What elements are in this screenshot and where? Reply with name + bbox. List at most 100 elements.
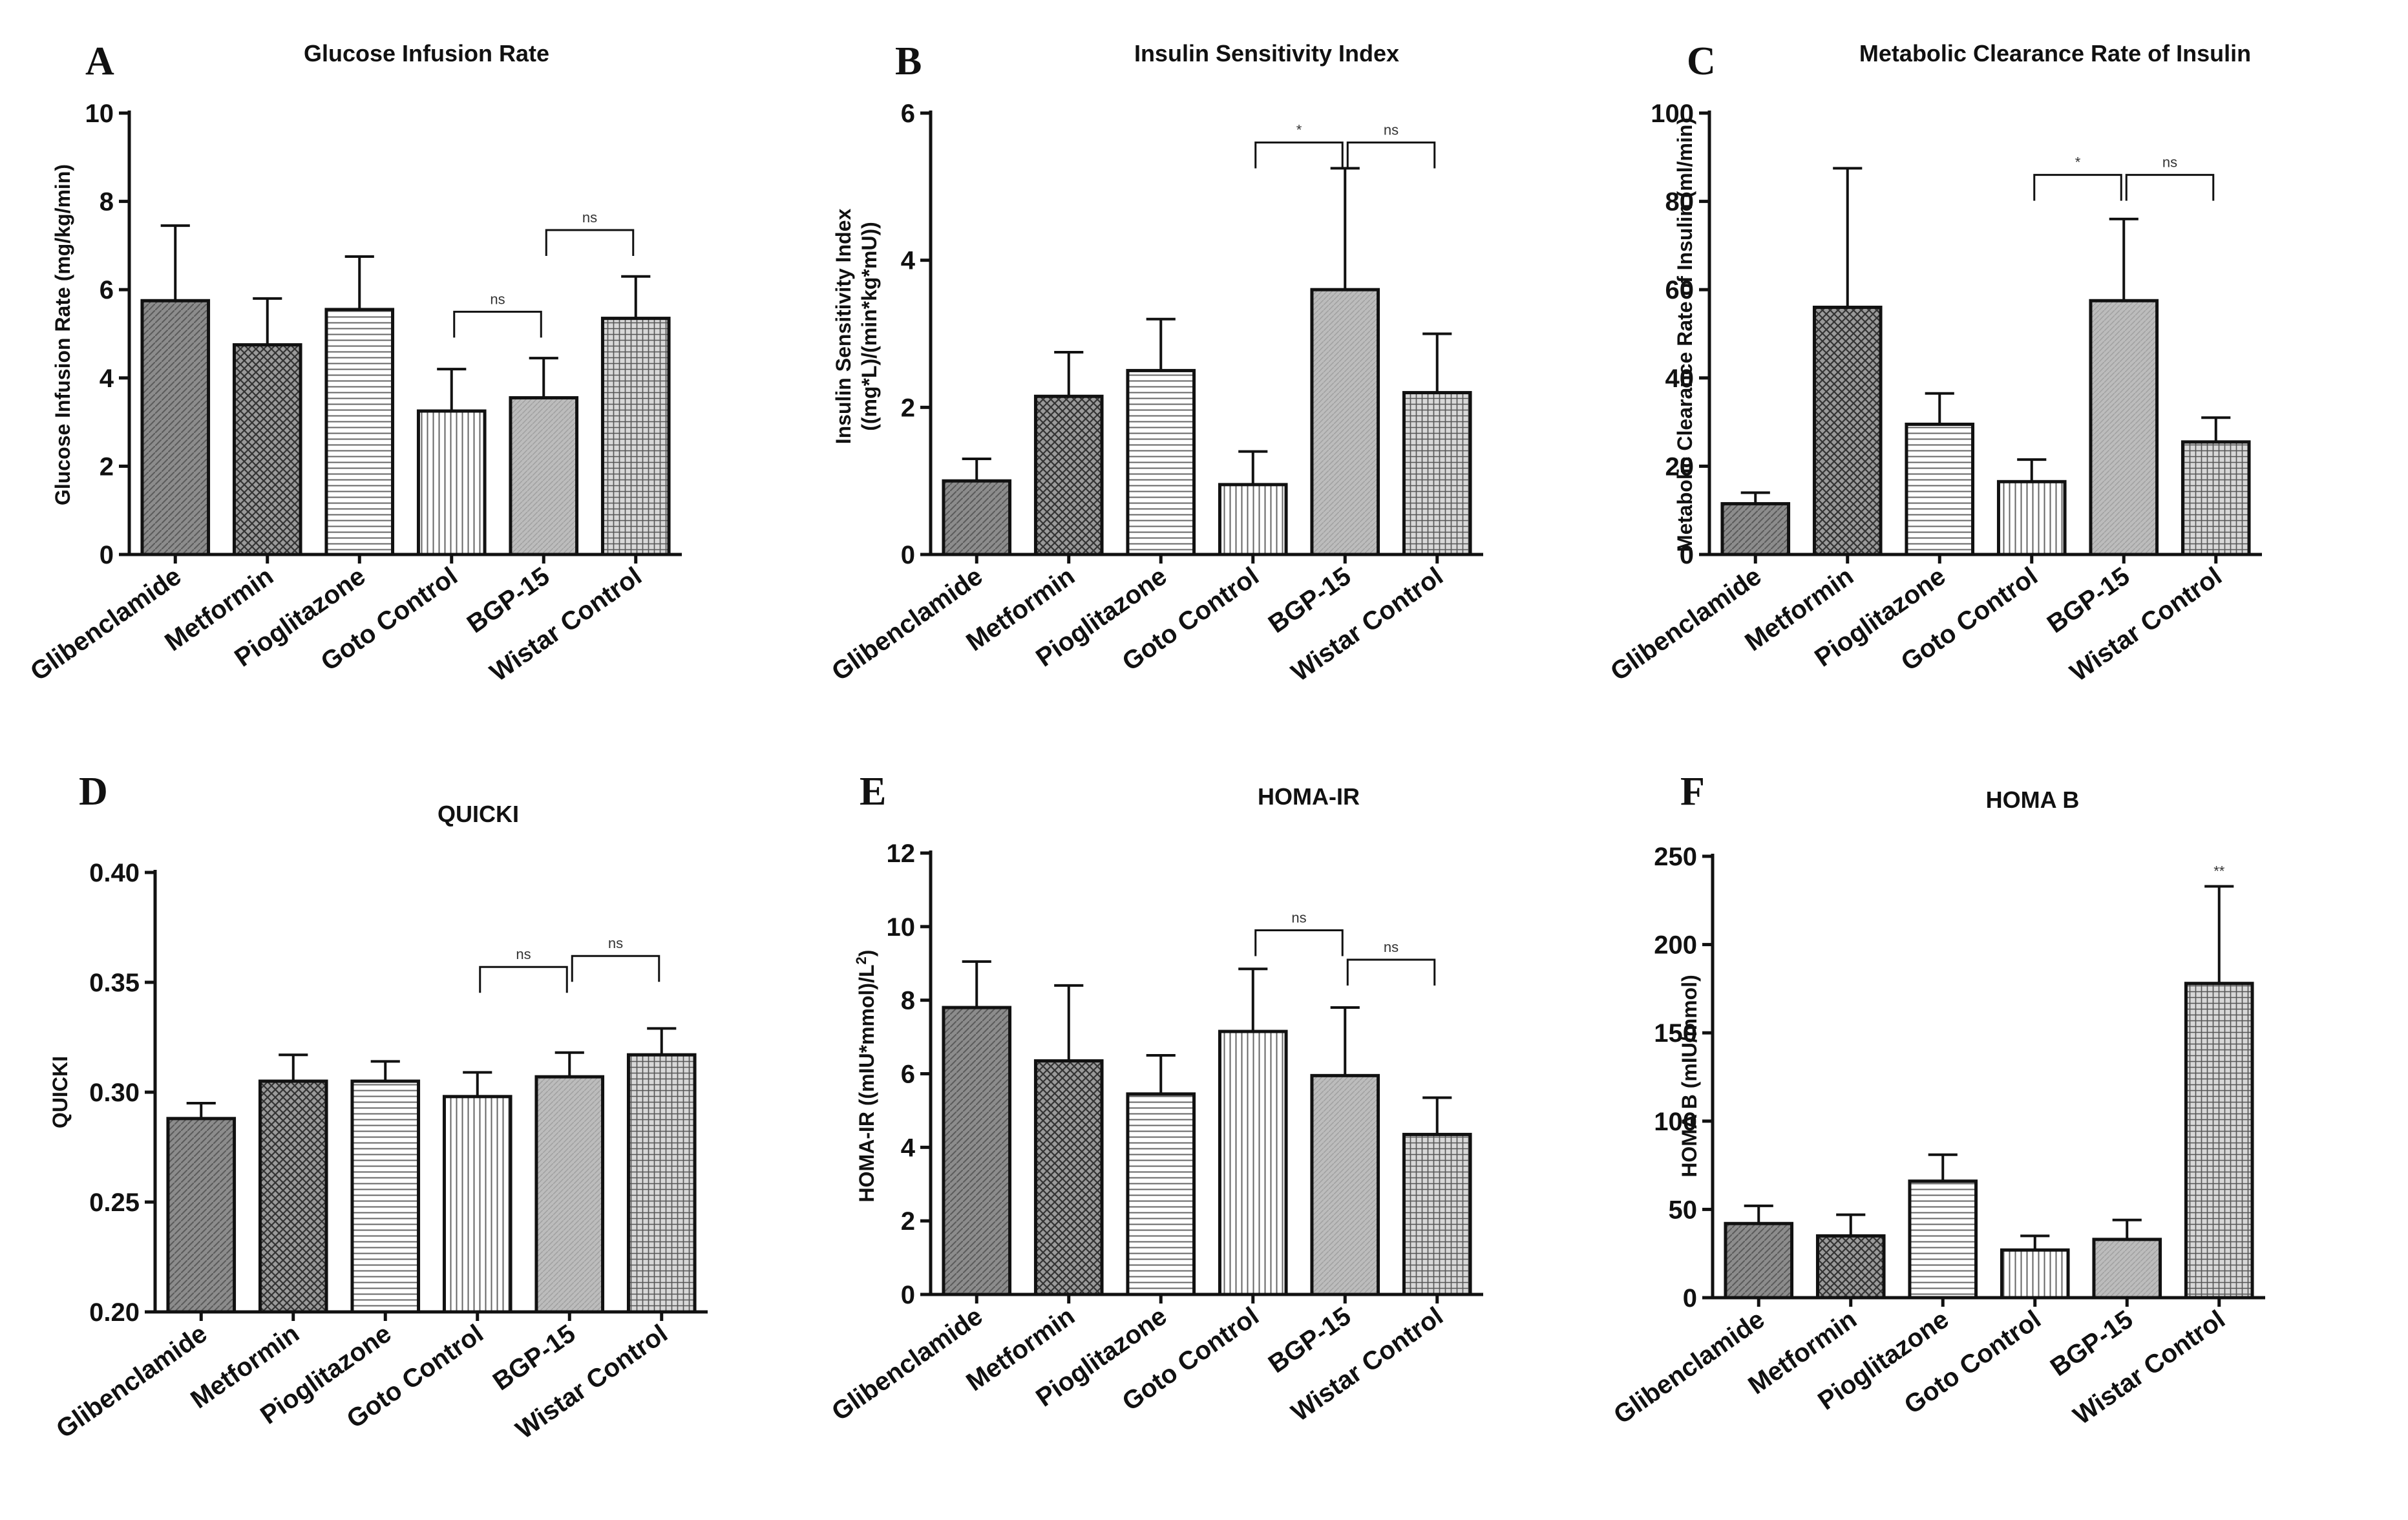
significance-label: ns xyxy=(1384,939,1399,955)
bar-metformin xyxy=(1033,394,1104,556)
significance-bracket xyxy=(1346,958,1436,986)
bar-pioglitazone xyxy=(1126,1092,1196,1296)
y-tick-label: 0.30 xyxy=(89,1079,140,1107)
x-category-label: Glibenclamide xyxy=(25,562,186,686)
bar-pioglitazone xyxy=(350,1079,421,1314)
bar-bgp-15 xyxy=(2089,299,2159,556)
bar-goto-control xyxy=(416,409,487,556)
bar-wistar-control xyxy=(600,317,671,556)
significance-label: * xyxy=(1296,122,1302,138)
y-tick-label: 100 xyxy=(1654,1108,1697,1136)
significance-label: * xyxy=(2075,154,2081,171)
x-category-label: Wistar Control xyxy=(485,562,647,687)
y-tick-label: 0 xyxy=(100,541,114,569)
panel-letter: F xyxy=(1680,770,1705,814)
panel-A: A Glucose Infusion Rate Glucose Infusion R… xyxy=(25,39,682,687)
y-tick-label: 100 xyxy=(1651,100,1694,128)
panel-title: Insulin Sensitivity Index xyxy=(1134,40,1399,67)
y-tick-label: 2 xyxy=(100,452,114,481)
significance-label: ns xyxy=(582,209,597,226)
y-tick-label: 0.40 xyxy=(89,859,140,887)
y-axis-label: Insulin Sensitivity Index ((mg*L)/(min*kg… xyxy=(832,209,881,445)
significance-bracket xyxy=(2125,174,2215,201)
y-axis-label-line: ((mg*L)/(min*kg*mU)) xyxy=(858,222,881,431)
bar-goto-control xyxy=(2000,1248,2070,1300)
y-tick-label: 80 xyxy=(1665,188,1695,216)
bar-glibenclamide xyxy=(166,1117,237,1314)
bar-wistar-control xyxy=(1402,391,1472,556)
bar-bgp-15 xyxy=(534,1075,605,1314)
panel-title: QUICKI xyxy=(438,801,519,827)
significance-label: ns xyxy=(490,291,505,307)
bar-pioglitazone xyxy=(1908,1179,1978,1300)
significance-label: ** xyxy=(2213,863,2225,879)
panel-letter: E xyxy=(860,770,886,814)
bar-glibenclamide xyxy=(140,299,211,556)
significance-bracket xyxy=(479,966,568,993)
y-axis-label: HOMA-IR ((mIU*mmol)/L2) xyxy=(853,950,878,1203)
bar-glibenclamide xyxy=(942,479,1012,556)
panel-C: C Metabolic Clearance Rate of Insulin Meta… xyxy=(1605,39,2262,687)
y-tick-label: 4 xyxy=(901,1134,916,1162)
bar-glibenclamide xyxy=(1720,501,1791,556)
bar-wistar-control xyxy=(626,1053,697,1314)
significance-bracket xyxy=(2033,174,2122,201)
x-category-label: Wistar Control xyxy=(511,1319,673,1444)
panel-title: Metabolic Clearance Rate of Insulin xyxy=(1859,40,2251,67)
y-axis-label-text: HOMA-IR ((mIU*mmol)/L xyxy=(855,964,878,1202)
bar-wistar-control xyxy=(2181,440,2251,556)
bar-goto-control xyxy=(1996,480,2067,556)
panel-title: Glucose Infusion Rate xyxy=(304,40,549,67)
y-tick-label: 40 xyxy=(1665,364,1695,393)
x-category-label: Glibenclamide xyxy=(827,562,987,686)
y-tick-label: 12 xyxy=(887,839,916,868)
y-tick-label: 60 xyxy=(1665,276,1695,304)
significance-bracket xyxy=(1346,142,1436,169)
y-axis-label: Glucose Infusion Rate (mg/kg/min) xyxy=(51,164,74,505)
bar-pioglitazone xyxy=(1126,368,1196,556)
bar-bgp-15 xyxy=(509,396,579,556)
y-axis-label: QUICKI xyxy=(48,1056,72,1128)
bar-goto-control xyxy=(1218,1029,1288,1296)
significance-label: ns xyxy=(608,935,623,951)
panel-letter: B xyxy=(895,39,922,83)
bar-goto-control xyxy=(1218,483,1288,556)
panel-D: D QUICKI QUICKI 0.20 0.25 0.30 0.35 0.40 Glibenc… xyxy=(48,770,708,1444)
significance-bracket xyxy=(571,955,660,982)
bar-wistar-control xyxy=(2184,982,2254,1300)
significance-bracket xyxy=(1254,142,1344,169)
panel-letter: D xyxy=(79,770,108,814)
bar-metformin xyxy=(1815,1234,1886,1300)
y-axis-label: Metabolic Clearance Rate of Insulin (ml/… xyxy=(1673,118,1696,552)
panel-B: B Insulin Sensitivity Index Insulin Sensit… xyxy=(827,39,1483,687)
y-axis-label-text: HOMA B (mIU/mmol) xyxy=(1678,975,1701,1177)
panel-letter: A xyxy=(85,39,114,83)
bar-goto-control xyxy=(442,1095,512,1314)
bar-pioglitazone xyxy=(324,308,395,556)
y-tick-label: 0.35 xyxy=(89,969,140,997)
y-tick-label: 10 xyxy=(85,100,114,128)
bar-bgp-15 xyxy=(1310,1073,1380,1296)
y-tick-label: 0 xyxy=(1680,541,1694,569)
y-tick-label: 0 xyxy=(901,541,915,569)
x-category-label: Glibenclamide xyxy=(1609,1305,1769,1430)
panel-letter: C xyxy=(1687,39,1716,83)
y-tick-label: 10 xyxy=(887,913,916,942)
x-category-label: Glibenclamide xyxy=(827,1302,987,1426)
bar-metformin xyxy=(232,343,302,556)
y-tick-label: 250 xyxy=(1654,843,1697,871)
significance-bracket xyxy=(1254,929,1344,956)
panel-F: F HOMA B HOMA B (mIU/mmol) 0 50 100 150 200 250 G… xyxy=(1609,770,2265,1430)
y-axis-label-text: QUICKI xyxy=(48,1056,72,1128)
y-tick-label: 0 xyxy=(901,1281,915,1309)
bar-metformin xyxy=(1812,306,1883,556)
bar-metformin xyxy=(1033,1059,1104,1296)
y-axis-label-text: Metabolic Clearance Rate of Insulin (ml/… xyxy=(1673,118,1696,552)
significance-label: ns xyxy=(1291,910,1306,926)
y-tick-label: 2 xyxy=(901,394,915,422)
x-category-label: Wistar Control xyxy=(1286,562,1448,687)
significance-bracket xyxy=(453,310,542,338)
x-category-label: Glibenclamide xyxy=(51,1319,212,1444)
